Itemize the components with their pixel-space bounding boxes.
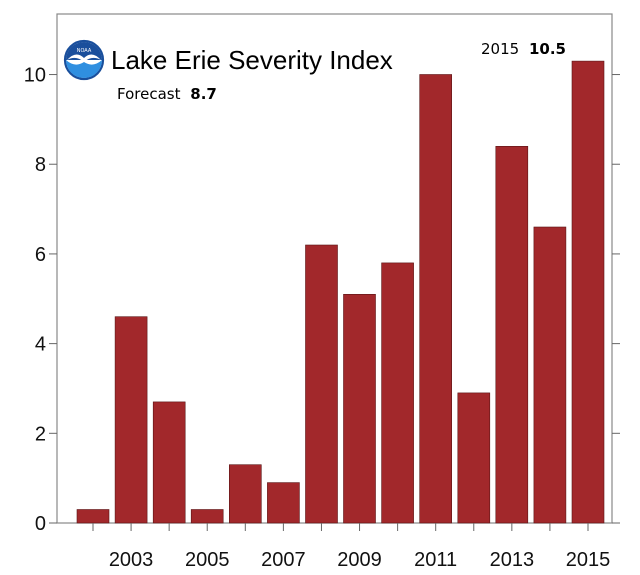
y-tick-label: 2 bbox=[35, 423, 46, 445]
noaa-logo-text: NOAA bbox=[77, 48, 92, 54]
bars-group bbox=[76, 60, 605, 524]
bar-2006 bbox=[229, 464, 262, 524]
bar-2009 bbox=[343, 293, 376, 524]
bar-2002 bbox=[76, 509, 110, 524]
bar-2004 bbox=[152, 401, 186, 524]
bar-2014 bbox=[533, 226, 567, 524]
bar-2003 bbox=[114, 316, 148, 524]
y-tick-label: 10 bbox=[24, 65, 46, 87]
x-tick-label: 2005 bbox=[185, 549, 230, 571]
y-tick-label: 4 bbox=[35, 334, 46, 356]
actual-label: 2015 bbox=[481, 40, 519, 58]
bar-2012 bbox=[457, 392, 491, 524]
noaa-logo: NOAA bbox=[63, 39, 105, 81]
bar-2013 bbox=[495, 146, 529, 524]
bar-2005 bbox=[190, 509, 224, 524]
bar-2015 bbox=[571, 60, 605, 524]
chart-title: Lake Erie Severity Index bbox=[111, 45, 393, 75]
forecast-value: 8.7 bbox=[190, 85, 217, 103]
forecast-annotation: Forecast 8.7 bbox=[117, 85, 217, 103]
x-axis: 2003 2005 2007 2009 2011 2013 2015 bbox=[92, 523, 611, 571]
y-tick-label: 6 bbox=[35, 244, 46, 266]
x-tick-label: 2003 bbox=[109, 549, 154, 571]
y-axis: 0 2 4 6 8 10 bbox=[24, 65, 620, 535]
y-tick-label: 0 bbox=[35, 513, 46, 535]
x-tick-label: 2011 bbox=[414, 549, 457, 571]
forecast-label: Forecast bbox=[117, 85, 181, 103]
x-tick-label: 2009 bbox=[337, 549, 382, 571]
noaa-logo-gull bbox=[67, 54, 101, 62]
bar-2010 bbox=[381, 262, 414, 524]
noaa-logo-sea bbox=[66, 60, 102, 78]
actual-annotation: 2015 10.5 bbox=[481, 40, 566, 58]
x-tick-label: 2015 bbox=[566, 549, 611, 571]
x-tick-label: 2013 bbox=[490, 549, 535, 571]
bar-2011 bbox=[419, 74, 453, 524]
bar-2007 bbox=[267, 482, 300, 524]
y-tick-label: 8 bbox=[35, 154, 46, 176]
bar-2008 bbox=[305, 244, 338, 524]
actual-value: 10.5 bbox=[529, 40, 566, 58]
x-tick-label: 2007 bbox=[261, 549, 306, 571]
